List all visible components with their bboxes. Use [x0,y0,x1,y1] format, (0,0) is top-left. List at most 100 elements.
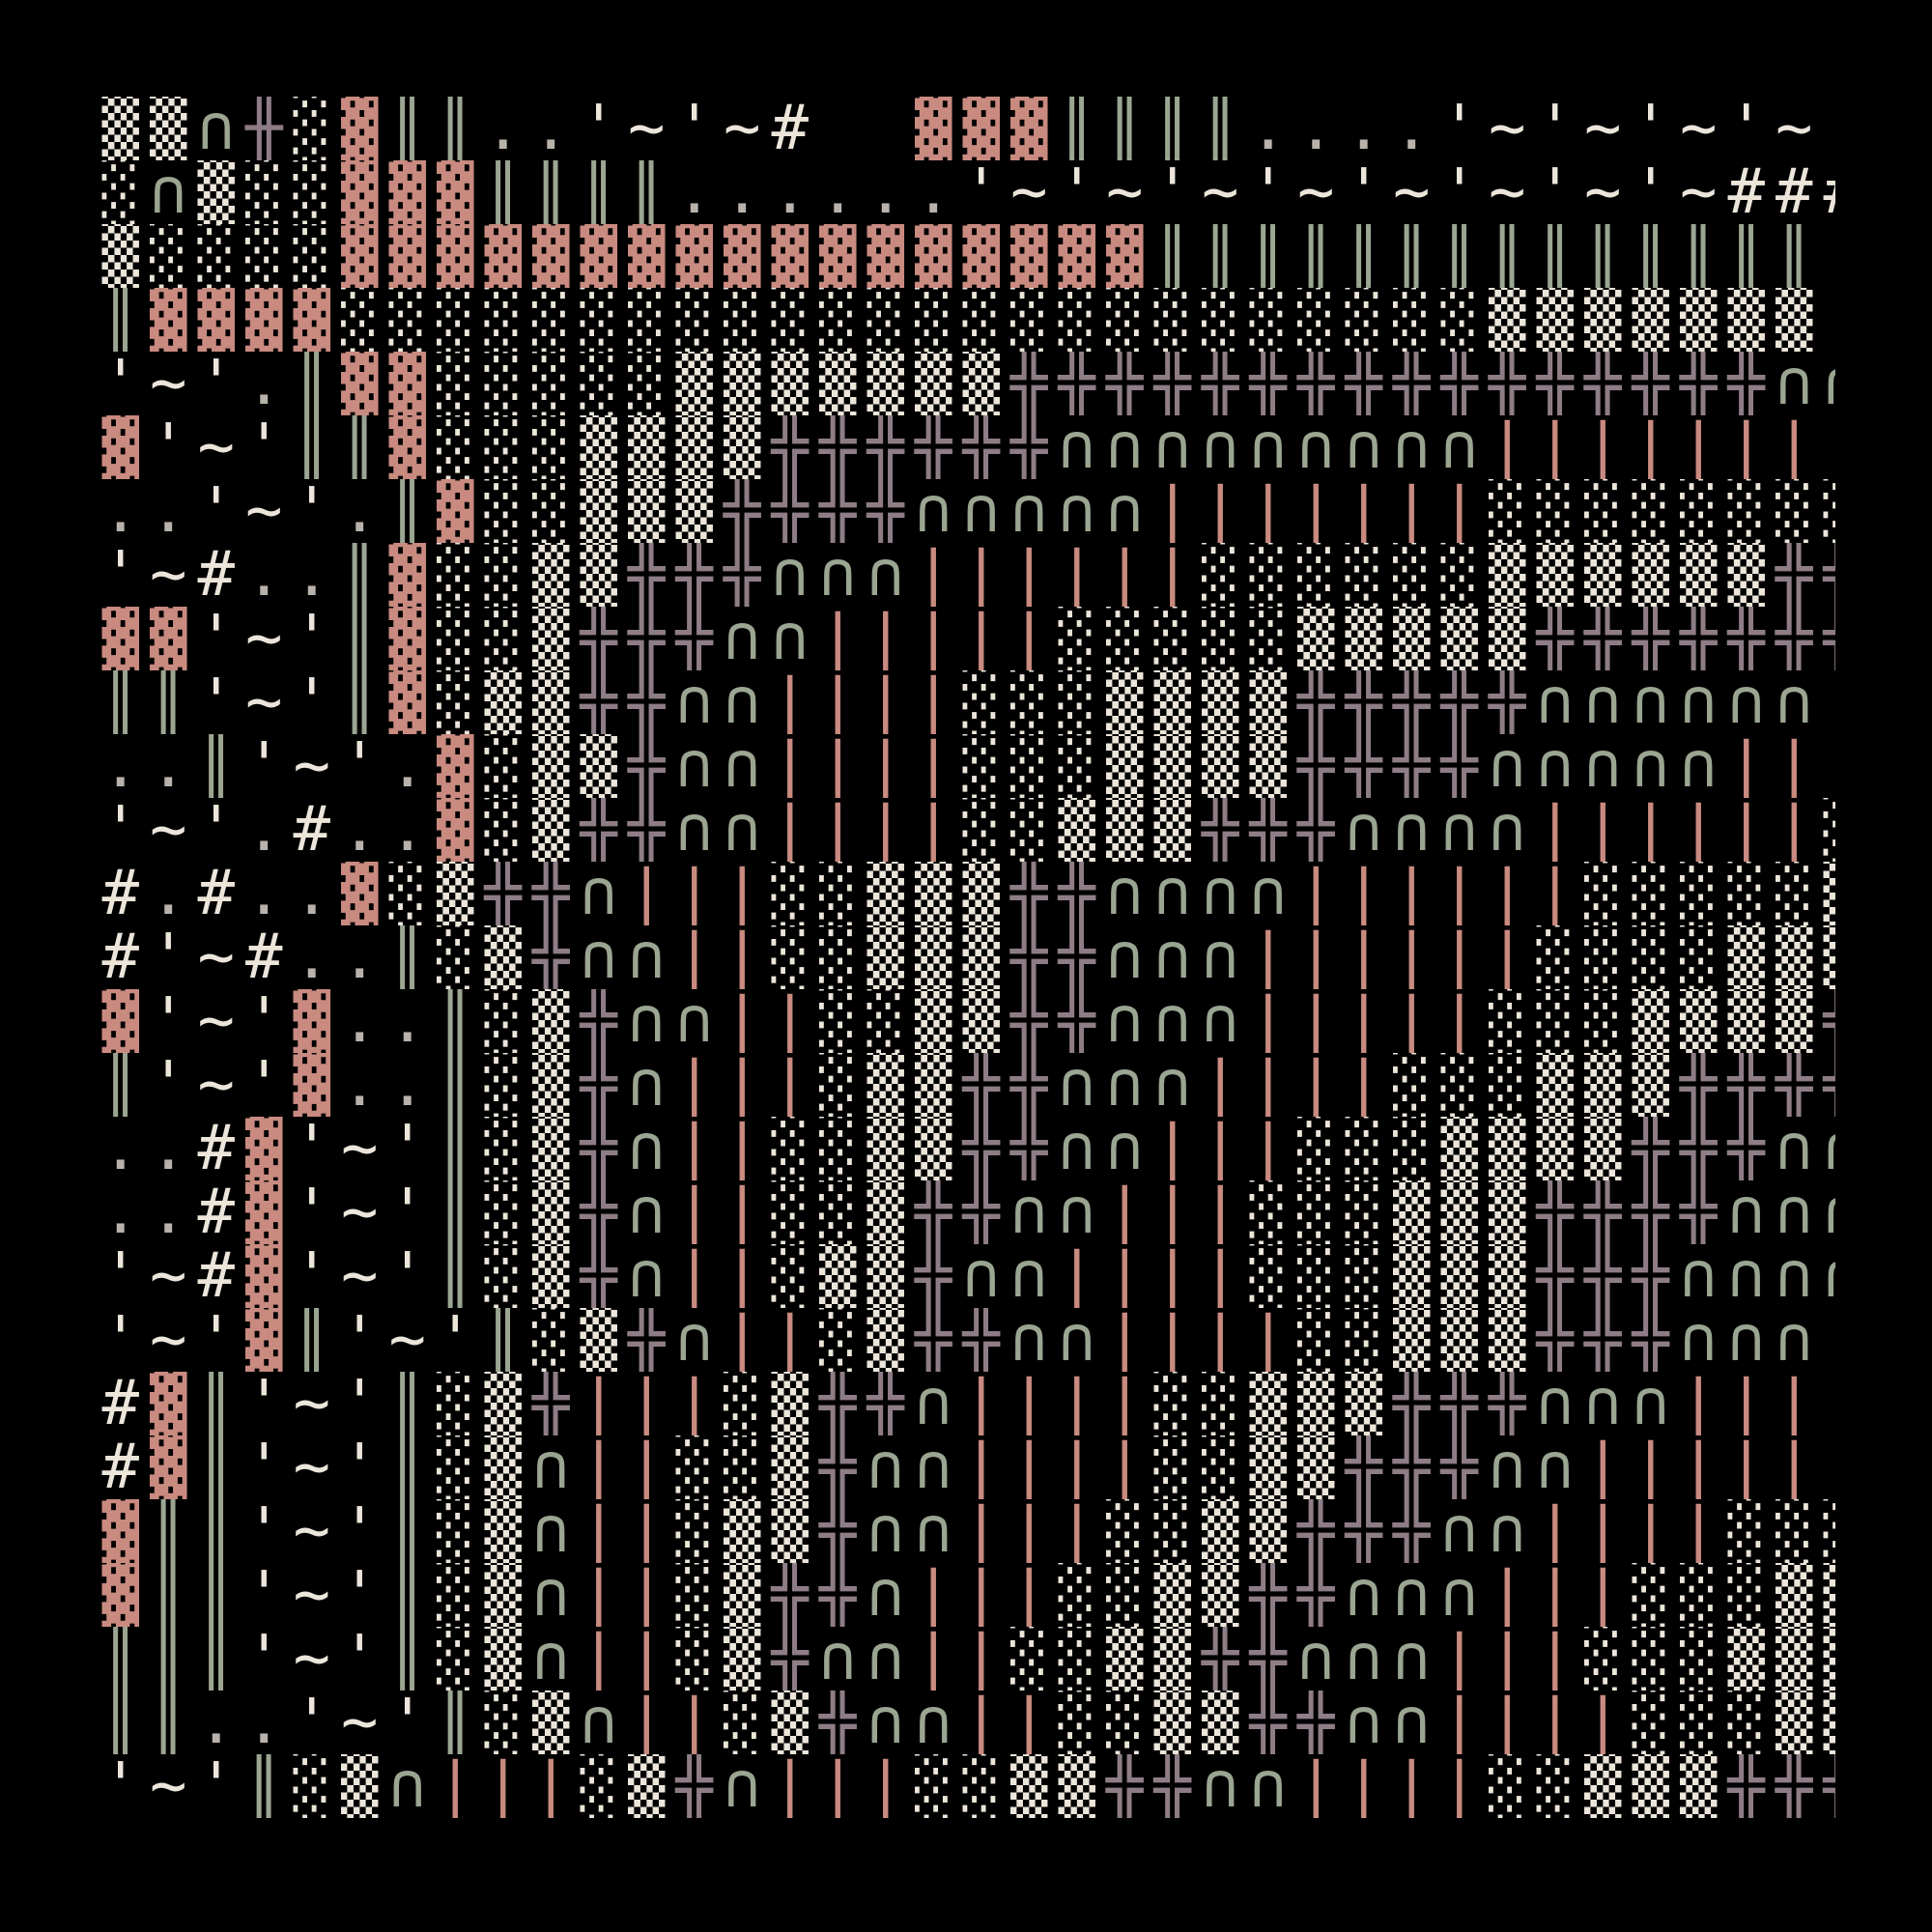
glyph-cell: ∩ [1153,1053,1192,1117]
glyph-cell: ∩ [1727,1308,1766,1372]
glyph-cell: ∩ [1488,734,1526,798]
glyph-cell: ░ [293,1754,331,1818]
glyph-cell: . [531,97,570,160]
glyph-cell: ∩ [1105,415,1144,479]
glyph-cell: ╬ [580,1053,618,1117]
glyph-cell: | [723,1117,761,1180]
glyph-cell: ░ [436,1563,474,1627]
glyph-cell: ╬ [1632,1308,1670,1372]
glyph-cell: ∩ [1105,1053,1144,1117]
glyph-cell: ▓ [627,224,666,288]
glyph-cell: | [627,1627,666,1690]
glyph-cell: ▒ [675,479,714,543]
glyph-cell: ║ [1440,224,1479,288]
glyph-cell: | [1009,1435,1048,1499]
glyph-cell: ~ [293,1435,331,1499]
glyph-cell: ░ [1201,1372,1239,1435]
glyph-cell: ' [1345,160,1383,224]
glyph-cell: . [340,479,379,543]
glyph-cell: | [1201,1308,1239,1372]
glyph-cell: ' [149,1053,187,1117]
glyph-cell: ∩ [818,543,857,607]
glyph-cell: | [1727,415,1766,479]
glyph-cell: ░ [436,543,474,607]
glyph-cell: ∩ [1201,989,1239,1053]
glyph-cell: | [1775,734,1813,798]
glyph-cell: ░ [436,1372,474,1435]
glyph-cell: ~ [1201,160,1239,224]
glyph-cell: ∩ [1296,415,1335,479]
glyph-cell: ╬ [1775,1053,1813,1117]
glyph-cell: ╬ [1488,670,1526,734]
glyph-cell: ▒ [1105,1627,1144,1690]
glyph-cell: ' [244,415,283,479]
glyph-row: ▓'~'║║▓░░░▒▒▒▒╬╬╬╬╬╬∩∩∩∩∩∩∩∩∩|||||||| [97,415,1835,479]
glyph-cell: ∩ [867,1690,905,1754]
glyph-cell: ░ [1632,479,1670,543]
glyph-cell: | [1105,1308,1144,1372]
glyph-cell: ∩ [531,1563,570,1627]
glyph-cell: ∩ [1440,415,1479,479]
glyph-cell: ' [1153,160,1192,224]
glyph-cell: ╬ [1105,352,1144,415]
glyph-cell: ║ [436,1053,474,1117]
glyph-cell: ▓ [962,224,1001,288]
glyph-cell [862,97,910,160]
glyph-cell: # [771,97,810,160]
glyph-cell: ╬ [580,798,618,862]
glyph-cell: ▒ [1632,543,1670,607]
glyph-cell: | [1058,543,1096,607]
glyph-cell: ░ [340,288,379,352]
glyph-cell: ╬ [1583,1180,1622,1244]
glyph-cell: | [818,607,857,670]
glyph-cell: | [1536,1627,1575,1690]
glyph-cell: ░ [293,160,331,224]
glyph-cell: ╬ [1679,1117,1718,1180]
glyph-cell: ' [244,1627,283,1690]
glyph-cell: ░ [962,670,1001,734]
glyph-cell: ∩ [1058,479,1096,543]
glyph-cell: ╬ [867,1372,905,1435]
glyph-cell: ║ [244,1754,283,1818]
glyph-cell: . [149,479,187,543]
glyph-cell: ▒ [1153,734,1192,798]
glyph-cell: ░ [436,925,474,989]
glyph-cell: | [771,734,810,798]
glyph-cell: ╬ [914,1244,952,1308]
glyph-cell: ░ [531,1308,570,1372]
glyph-cell: ░ [1392,1117,1431,1180]
glyph-cell: ' [340,1499,379,1563]
glyph-cell: ╬ [1392,1372,1431,1435]
glyph-cell: ∩ [771,543,810,607]
glyph-cell: ∩ [1440,1499,1479,1563]
glyph-cell: ╬ [1009,415,1048,479]
glyph-cell: | [1818,1372,1835,1435]
glyph-cell: ▒ [914,1117,952,1180]
glyph-cell: ' [293,1117,331,1180]
glyph-cell: ░ [484,1244,523,1308]
glyph-cell: ╬ [962,1053,1001,1117]
glyph-cell: ▒ [1818,925,1835,989]
glyph-cell: ▒ [1536,543,1575,607]
glyph-cell: ║ [197,734,236,798]
glyph-cell: ▒ [1727,989,1766,1053]
glyph-cell: ▓ [675,224,714,288]
glyph-cell: | [1009,543,1048,607]
glyph-cell: ░ [484,352,523,415]
glyph-cell: | [675,1244,714,1308]
glyph-cell: ╬ [1345,1435,1383,1499]
glyph-cell: ║ [293,1308,331,1372]
glyph-cell: ∩ [580,862,618,925]
glyph-cell: ∩ [962,479,1001,543]
glyph-cell: ▒ [1249,1435,1288,1499]
glyph-cell: | [1009,607,1048,670]
glyph-cell: ~ [244,607,283,670]
glyph-cell: ' [1536,97,1575,160]
glyph-cell: ╬ [1679,607,1718,670]
glyph-cell: ╬ [914,1180,952,1244]
glyph-cell: | [867,670,905,734]
glyph-cell: ∩ [1727,670,1766,734]
glyph-cell: ░ [1727,1499,1766,1563]
glyph-cell: ~ [1105,160,1144,224]
glyph-cell: ╬ [1727,352,1766,415]
